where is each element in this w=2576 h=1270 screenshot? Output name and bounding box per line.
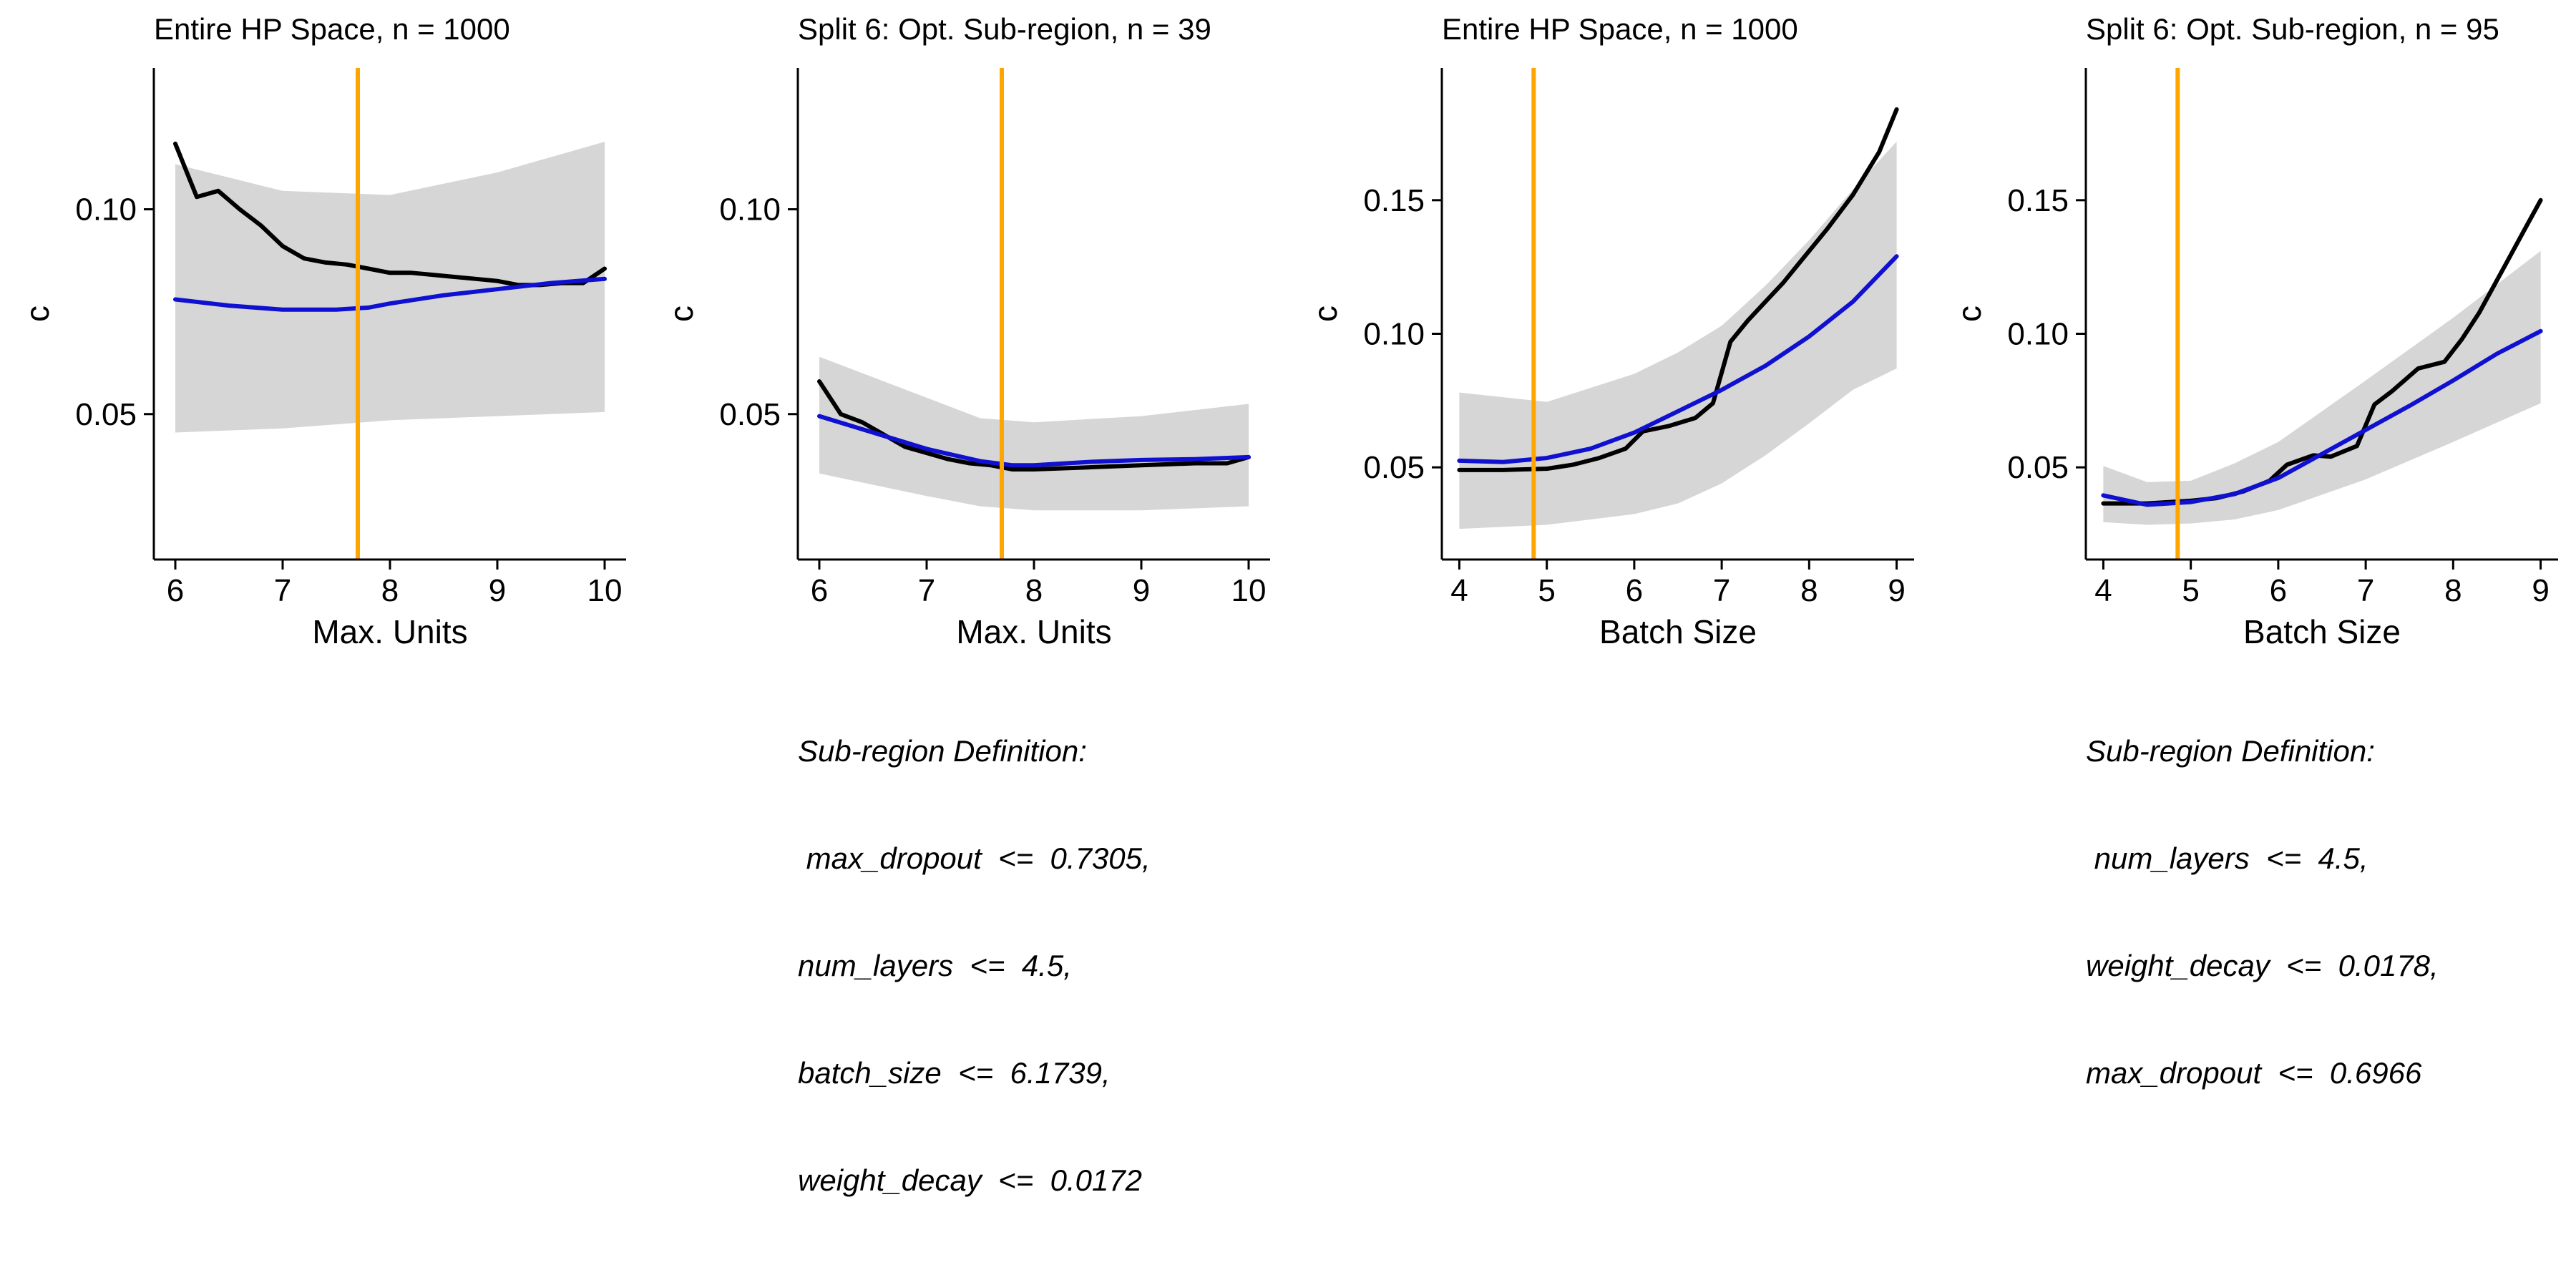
note-line: max_dropout <= 0.7305, xyxy=(798,841,1151,875)
x-tick-label: 10 xyxy=(587,573,623,608)
note-line: batch_size <= 6.1739, xyxy=(798,1056,1111,1090)
x-tick-label: 6 xyxy=(2270,573,2287,608)
y-tick-label: 0.15 xyxy=(2007,183,2069,218)
x-axis-label: Batch Size xyxy=(1599,613,1757,650)
note-line: weight_decay <= 0.0178, xyxy=(2086,949,2439,982)
y-axis-label: c xyxy=(19,306,56,322)
chart-2-svg: 6 7 8 9 10 0.05 0.10 Split 6: Opt. Sub-region, … xyxy=(663,12,1270,650)
x-tick-label: 7 xyxy=(2357,573,2374,608)
note-line: num_layers <= 4.5, xyxy=(798,949,1072,982)
x-tick-label: 9 xyxy=(1888,573,1905,608)
x-tick-label: 6 xyxy=(811,573,828,608)
observed-series-line xyxy=(817,379,1251,472)
x-tick-label: 10 xyxy=(1231,573,1267,608)
x-tick-label: 8 xyxy=(1025,573,1043,608)
y-tick-label: 0.15 xyxy=(1363,183,1425,218)
confidence-band xyxy=(175,142,605,433)
smooth-series-line xyxy=(173,276,607,312)
y-tick-label: 0.10 xyxy=(75,192,137,228)
x-tick-label: 6 xyxy=(167,573,184,608)
x-tick-label: 9 xyxy=(2532,573,2549,608)
x-tick-label: 9 xyxy=(1133,573,1150,608)
y-tick-label: 0.10 xyxy=(2007,317,2069,352)
observed-series-line xyxy=(1457,107,1899,472)
note-line: num_layers <= 4.5, xyxy=(2086,841,2368,875)
y-axis-label: c xyxy=(1307,306,1344,322)
y-tick-label: 0.10 xyxy=(1363,317,1425,352)
y-axis-label: c xyxy=(1951,306,1988,322)
chart-title: Split 6: Opt. Sub-region, n = 95 xyxy=(2086,12,2499,46)
confidence-band xyxy=(2103,250,2541,525)
x-tick-label: 7 xyxy=(274,573,291,608)
panel-4: 4 5 6 7 8 9 0.05 0.10 0.15 Split 6: Opt. Sub-regi… xyxy=(1932,0,2576,1090)
x-tick-label: 9 xyxy=(489,573,506,608)
x-axis-label: Batch Size xyxy=(2243,613,2401,650)
chart-title: Entire HP Space, n = 1000 xyxy=(154,12,510,46)
x-tick-label: 8 xyxy=(381,573,399,608)
x-tick-label: 8 xyxy=(1800,573,1818,608)
chart-3-svg: 4 5 6 7 8 9 0.05 0.10 0.15 Entire HP Space, n = 1… xyxy=(1307,12,1914,650)
subregion-definition-note-4: Sub-region Definition: num_layers <= 4.5… xyxy=(2086,662,2439,1163)
x-tick-label: 5 xyxy=(2182,573,2199,608)
y-tick-label: 0.05 xyxy=(1363,450,1425,485)
note-heading: Sub-region Definition: xyxy=(798,734,1087,768)
chart-title: Split 6: Opt. Sub-region, n = 39 xyxy=(798,12,1211,46)
chart-1-svg: 6 7 8 9 10 0.05 0.10 Entire HP Space, n = 1000 M… xyxy=(19,12,626,650)
chart-title: Entire HP Space, n = 1000 xyxy=(1442,12,1798,46)
note-heading: Sub-region Definition: xyxy=(2086,734,2375,768)
panel-3: 4 5 6 7 8 9 0.05 0.10 0.15 Entire HP Space, n = 1… xyxy=(1288,0,1932,859)
panel-2: 6 7 8 9 10 0.05 0.10 Split 6: Opt. Sub-region, … xyxy=(644,0,1288,1197)
panel-1: 6 7 8 9 10 0.05 0.10 Entire HP Space, n = 1000 M… xyxy=(0,0,644,859)
note-line: max_dropout <= 0.6966 xyxy=(2086,1056,2422,1090)
y-tick-label: 0.05 xyxy=(719,397,781,432)
x-axis-label: Max. Units xyxy=(956,613,1111,650)
confidence-band xyxy=(819,356,1249,511)
note-line: weight_decay <= 0.0172 xyxy=(798,1163,1143,1197)
figure: 6 7 8 9 10 0.05 0.10 Entire HP Space, n = 1000 M… xyxy=(0,0,2576,1197)
x-tick-label: 7 xyxy=(918,573,935,608)
x-tick-label: 5 xyxy=(1538,573,1555,608)
x-axis-label: Max. Units xyxy=(312,613,467,650)
y-tick-label: 0.05 xyxy=(2007,450,2069,485)
x-tick-label: 4 xyxy=(2094,573,2112,608)
smooth-series-line xyxy=(817,414,1251,468)
x-tick-label: 7 xyxy=(1713,573,1730,608)
chart-4-svg: 4 5 6 7 8 9 0.05 0.10 0.15 Split 6: Opt. Sub-regi… xyxy=(1951,12,2558,650)
x-tick-label: 6 xyxy=(1626,573,1643,608)
y-tick-label: 0.10 xyxy=(719,192,781,228)
subregion-definition-note-2: Sub-region Definition: max_dropout <= 0.… xyxy=(798,662,1151,1270)
confidence-band xyxy=(1459,141,1897,529)
y-tick-label: 0.05 xyxy=(75,397,137,432)
x-tick-label: 8 xyxy=(2444,573,2462,608)
x-tick-label: 4 xyxy=(1450,573,1468,608)
y-axis-label: c xyxy=(663,306,700,322)
